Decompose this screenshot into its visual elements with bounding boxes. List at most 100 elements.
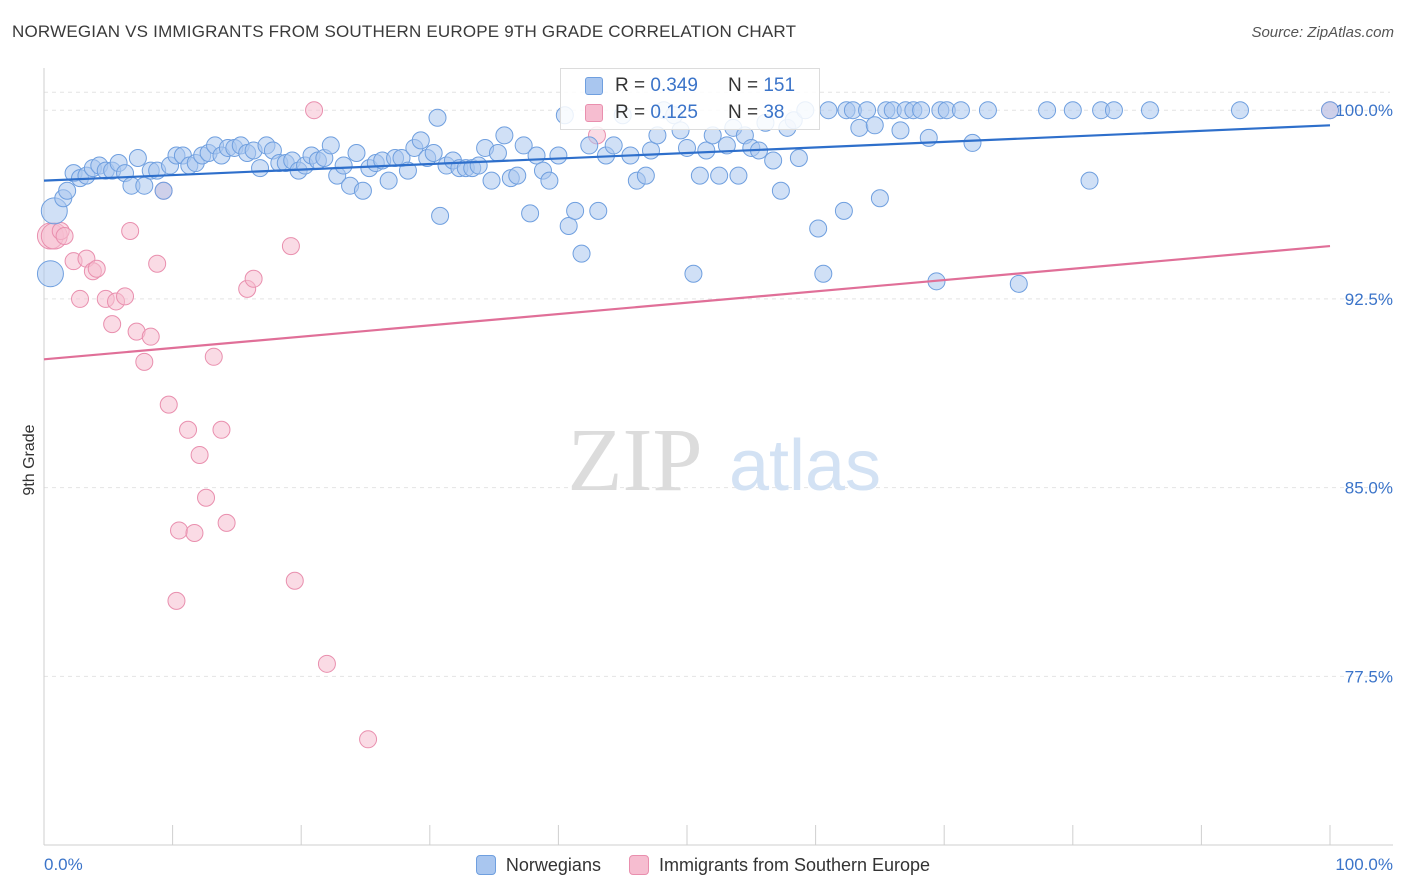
blue-point bbox=[572, 244, 591, 263]
blue-point bbox=[1009, 274, 1028, 293]
pink-point bbox=[55, 227, 74, 246]
blue-trend-line bbox=[43, 124, 1331, 182]
blue-point bbox=[636, 166, 655, 185]
pink-point bbox=[285, 571, 304, 590]
blue-point bbox=[36, 260, 64, 288]
blue-point bbox=[488, 143, 507, 162]
immigrants-swatch bbox=[585, 104, 603, 122]
blue-point bbox=[566, 201, 585, 220]
blue-point bbox=[1063, 101, 1082, 120]
blue-point bbox=[549, 146, 568, 165]
pink-point bbox=[141, 327, 160, 346]
blue-point bbox=[128, 149, 147, 168]
blue-point bbox=[589, 201, 608, 220]
blue-point bbox=[514, 136, 533, 155]
blue-point bbox=[819, 101, 838, 120]
pink-point bbox=[204, 347, 223, 366]
y-tick-label: 85.0% bbox=[1345, 479, 1393, 498]
blue-point bbox=[135, 176, 154, 195]
legend-swatch-pink bbox=[628, 855, 649, 875]
blue-point bbox=[604, 136, 623, 155]
blue-point bbox=[1140, 101, 1159, 120]
stats-row-immigrants: R = 0.125 N = 38 bbox=[585, 101, 784, 125]
blue-point bbox=[858, 101, 877, 120]
blue-point bbox=[508, 166, 527, 185]
n-label: N = bbox=[727, 102, 759, 123]
pink-point bbox=[148, 254, 167, 273]
x-tick-label-min: 0.0% bbox=[44, 855, 83, 874]
blue-point bbox=[424, 143, 443, 162]
blue-point bbox=[690, 166, 709, 185]
pink-trend-line bbox=[43, 244, 1331, 361]
watermark-zip: ZIP bbox=[568, 411, 703, 510]
legend-item-norwegians[interactable]: Norwegians bbox=[475, 855, 601, 876]
pink-point bbox=[212, 420, 231, 439]
source-label: Source: ZipAtlas.com bbox=[1251, 24, 1394, 41]
y-tick-label: 77.5% bbox=[1345, 667, 1393, 686]
pink-point bbox=[317, 654, 336, 673]
r-value: 0.125 bbox=[650, 102, 698, 123]
blue-point bbox=[521, 204, 540, 223]
blue-point bbox=[154, 181, 173, 200]
pink-point bbox=[116, 287, 135, 306]
norwegians-swatch bbox=[585, 77, 603, 95]
blue-point bbox=[251, 159, 270, 178]
pink-point bbox=[103, 315, 122, 334]
axes bbox=[43, 68, 1393, 846]
legend-label-immigrants: Immigrants from Southern Europe bbox=[658, 854, 931, 875]
blue-point bbox=[684, 264, 703, 283]
r-value: 0.349 bbox=[650, 75, 698, 96]
r-label: R = bbox=[615, 75, 646, 96]
blue-point bbox=[321, 136, 340, 155]
pink-point bbox=[244, 269, 263, 288]
blue-point bbox=[398, 161, 417, 180]
blue-point bbox=[850, 118, 869, 137]
pink-point bbox=[197, 488, 216, 507]
pink-point bbox=[305, 101, 324, 120]
pink-point bbox=[170, 521, 189, 540]
watermark-atlas: atlas bbox=[729, 426, 881, 506]
blue-point bbox=[559, 216, 578, 235]
y-tick-label: 100.0% bbox=[1335, 101, 1393, 120]
series-legend: Norwegians Immigrants from Southern Euro… bbox=[0, 852, 1406, 878]
blue-point bbox=[495, 126, 514, 145]
pink-point bbox=[135, 352, 154, 371]
pink-point bbox=[217, 513, 236, 532]
blue-point bbox=[865, 116, 884, 135]
blue-point bbox=[729, 166, 748, 185]
trend-lines bbox=[43, 124, 1331, 361]
blue-point bbox=[428, 108, 447, 127]
blue-point bbox=[717, 136, 736, 155]
blue-point bbox=[334, 156, 353, 175]
blue-point bbox=[697, 141, 716, 160]
pink-point bbox=[87, 259, 106, 278]
blue-point bbox=[1080, 171, 1099, 190]
legend-item-immigrants[interactable]: Immigrants from Southern Europe bbox=[628, 854, 931, 876]
pink-point bbox=[190, 445, 209, 464]
blue-point bbox=[540, 171, 559, 190]
blue-point bbox=[809, 219, 828, 238]
x-tick-label-max: 100.0% bbox=[1335, 855, 1393, 874]
stats-legend: R = 0.349 N = 151 R = 0.125 N = 38 bbox=[560, 68, 820, 130]
n-value: 38 bbox=[763, 102, 785, 123]
legend-swatch-blue bbox=[475, 855, 496, 875]
chart-title: NORWEGIAN VS IMMIGRANTS FROM SOUTHERN EU… bbox=[12, 22, 797, 41]
y-tick-labels: 77.5% 85.0% 92.5% 100.0% bbox=[1335, 101, 1393, 686]
blue-point bbox=[870, 189, 889, 208]
pink-point bbox=[167, 591, 186, 610]
blue-point bbox=[641, 141, 660, 160]
blue-point bbox=[912, 101, 931, 120]
pink-point bbox=[71, 289, 90, 308]
blue-point bbox=[1230, 101, 1249, 120]
blue-point bbox=[834, 201, 853, 220]
blue-point bbox=[431, 206, 450, 225]
blue-point bbox=[710, 166, 729, 185]
pink-point bbox=[179, 420, 198, 439]
blue-point bbox=[347, 143, 366, 162]
blue-point bbox=[789, 149, 808, 168]
blue-point bbox=[411, 131, 430, 150]
blue-point bbox=[527, 146, 546, 165]
blue-point bbox=[580, 136, 599, 155]
pink-point bbox=[281, 237, 300, 256]
